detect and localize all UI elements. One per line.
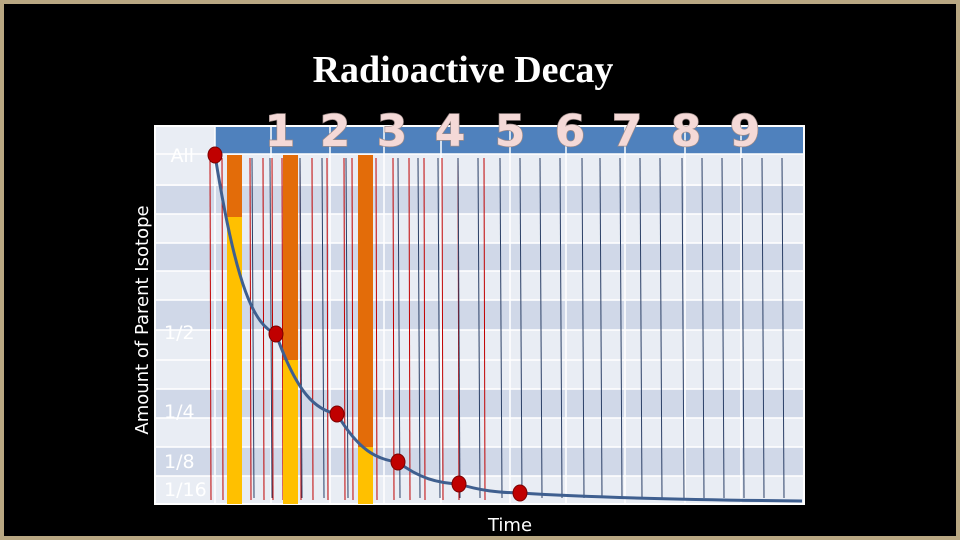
data-point	[268, 325, 284, 343]
decayed-bar	[227, 155, 242, 217]
red-drop-line	[392, 157, 395, 501]
red-drop-line	[483, 157, 486, 501]
navy-drop-line	[701, 157, 705, 499]
navy-drop-line	[519, 157, 523, 499]
red-drop-line	[262, 157, 265, 501]
navy-drop-line	[659, 157, 663, 499]
plot-border	[154, 125, 805, 505]
red-drop-line	[249, 157, 252, 501]
navy-drop-line	[599, 157, 603, 499]
red-drop-line	[221, 157, 224, 501]
navy-drop-line	[397, 157, 401, 499]
y-tick-label: All	[170, 145, 194, 167]
navy-drop-line	[539, 157, 543, 499]
navy-drop-line	[619, 157, 623, 499]
navy-drop-line	[457, 157, 461, 499]
navy-drop-line	[477, 157, 481, 499]
navy-drop-line	[499, 157, 503, 499]
y-tick-label: 1/4	[164, 401, 195, 423]
navy-drop-line	[681, 157, 685, 499]
navy-drop-line	[721, 157, 725, 499]
red-drop-line	[441, 157, 444, 501]
red-drop-line	[281, 157, 284, 501]
navy-drop-line	[741, 157, 745, 499]
decayed-bar	[358, 155, 373, 447]
red-drop-line	[351, 157, 354, 501]
navy-drop-line	[581, 157, 585, 499]
half-life-label: 4	[435, 106, 466, 157]
half-life-label: 8	[671, 106, 702, 157]
half-life-label: 2	[320, 106, 351, 157]
decayed-bar	[283, 155, 298, 360]
red-drop-line	[311, 157, 314, 501]
navy-drop-line	[559, 157, 563, 499]
half-life-label: 3	[377, 106, 408, 157]
data-point	[329, 405, 345, 423]
navy-drop-line	[321, 157, 325, 499]
data-point	[451, 475, 467, 493]
red-drop-line	[209, 157, 212, 501]
red-drop-line	[375, 157, 378, 501]
half-life-label: 9	[730, 106, 761, 157]
navy-drop-line	[639, 157, 643, 499]
red-drop-line	[423, 157, 426, 501]
navy-drop-line	[761, 157, 765, 499]
y-axis-label: Amount of Parent Isotope	[132, 205, 153, 434]
half-life-label: 5	[495, 106, 526, 157]
half-life-label: 1	[265, 106, 296, 157]
half-life-label: 7	[612, 106, 643, 157]
y-tick-label: 1/8	[164, 451, 195, 473]
red-drop-line	[326, 157, 329, 501]
remaining-bar	[283, 360, 298, 504]
remaining-bar	[358, 447, 373, 504]
red-drop-line	[343, 157, 346, 501]
chart-title: Radioactive Decay	[313, 49, 614, 91]
data-point	[512, 484, 528, 502]
remaining-bar	[227, 217, 242, 504]
navy-drop-line	[437, 157, 441, 499]
navy-drop-line	[417, 157, 421, 499]
y-tick-label: 1/2	[164, 322, 195, 344]
red-drop-line	[408, 157, 411, 501]
x-axis-label: Time	[487, 515, 532, 536]
navy-drop-line	[251, 157, 255, 499]
navy-drop-line	[345, 157, 349, 499]
y-tick-label: 1/16	[164, 479, 207, 501]
data-point	[207, 146, 223, 164]
navy-drop-line	[299, 157, 303, 499]
data-point	[390, 453, 406, 471]
navy-drop-line	[781, 157, 785, 499]
half-life-label: 6	[555, 106, 586, 157]
